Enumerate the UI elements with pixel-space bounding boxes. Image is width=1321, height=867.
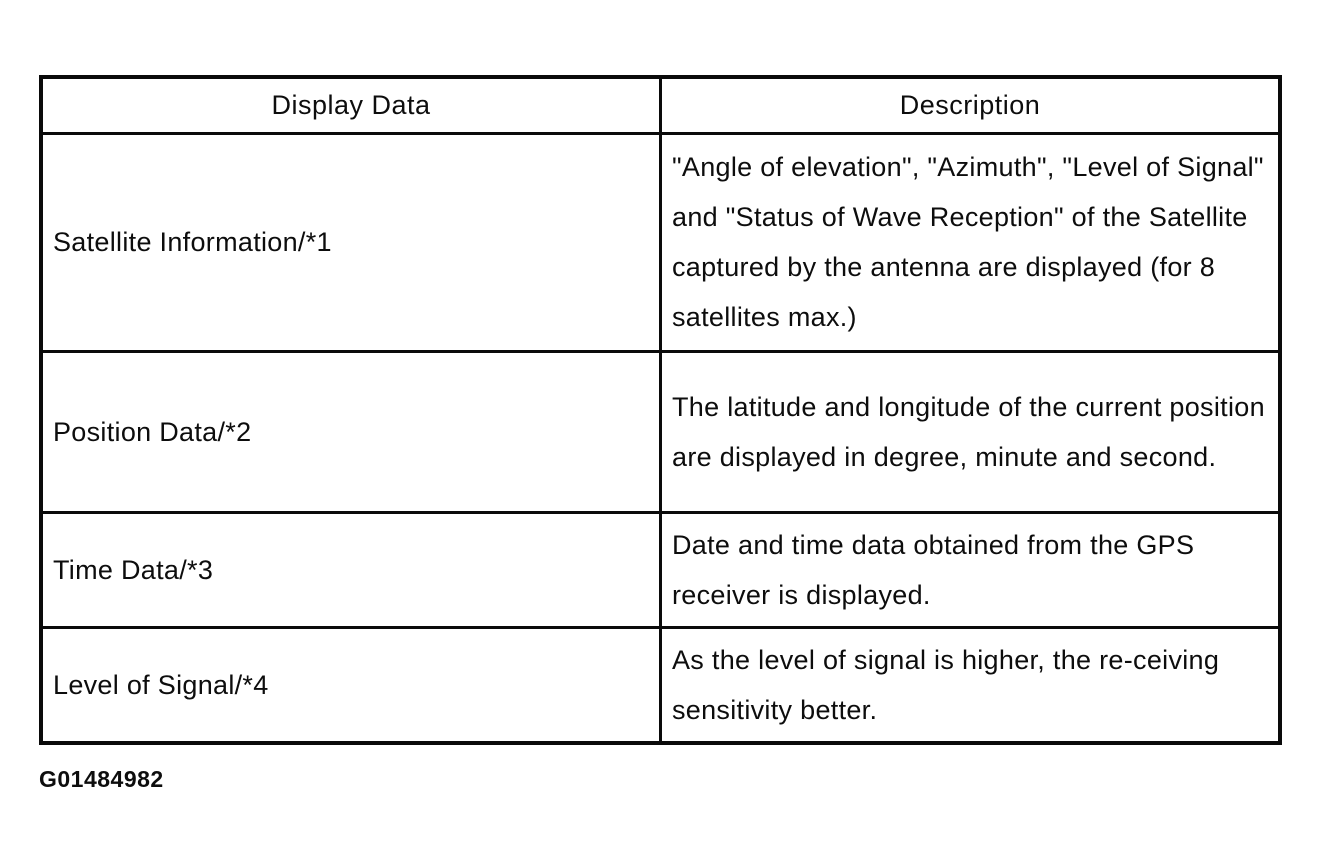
cell-description: The latitude and longitude of the curren… [659, 349, 1282, 514]
cell-description: As the level of signal is higher, the re… [659, 625, 1282, 744]
cell-display-data: Level of Signal/*4 [39, 625, 662, 744]
column-header-display-data: Display Data [39, 75, 662, 135]
table-header-row: Display Data Description [39, 75, 1282, 135]
display-data-table: Display Data Description Satellite Infor… [39, 75, 1282, 745]
table-row: Time Data/*3 Date and time data obtained… [39, 510, 1282, 629]
table-row: Level of Signal/*4 As the level of signa… [39, 625, 1282, 744]
figure-id: G01484982 [39, 766, 164, 792]
table-row: Position Data/*2 The latitude and longit… [39, 349, 1282, 514]
cell-description: Date and time data obtained from the GPS… [659, 510, 1282, 629]
cell-display-data: Time Data/*3 [39, 510, 662, 629]
cell-description: "Angle of elevation", "Azimuth", "Level … [659, 131, 1282, 353]
cell-display-data: Position Data/*2 [39, 349, 662, 514]
column-header-description: Description [659, 75, 1282, 135]
cell-display-data: Satellite Information/*1 [39, 131, 662, 353]
table-row: Satellite Information/*1 "Angle of eleva… [39, 131, 1282, 353]
